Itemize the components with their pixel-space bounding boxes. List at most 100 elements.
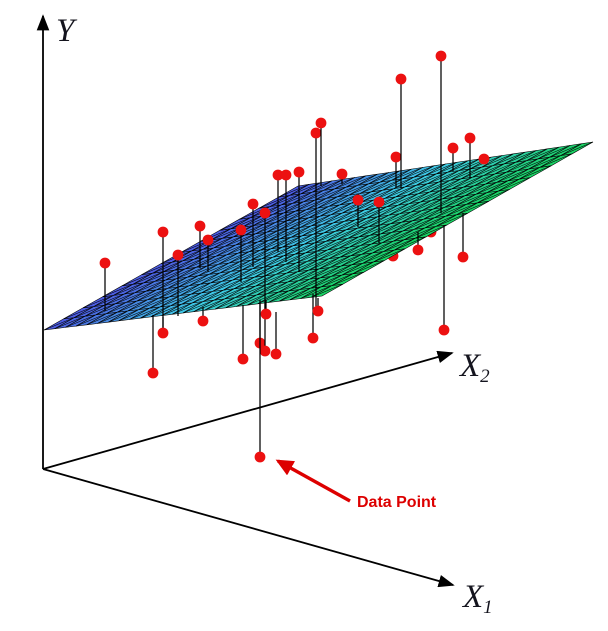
mesh-diagonal — [404, 173, 437, 188]
mesh-diagonal — [461, 165, 494, 180]
mesh-diagonal — [203, 288, 235, 302]
mesh-diagonal — [219, 217, 251, 231]
data-point-dot — [447, 142, 459, 154]
mesh-diagonal — [549, 143, 582, 158]
mesh-diagonal — [295, 198, 327, 212]
mesh-diagonal — [355, 206, 388, 221]
mesh-diagonal — [315, 186, 347, 201]
mesh-diagonal — [265, 262, 297, 277]
mesh-diagonal — [321, 273, 354, 288]
mesh-diagonal — [255, 220, 287, 234]
data-point-dot — [478, 153, 490, 165]
mesh-diagonal — [444, 193, 477, 208]
mesh-diagonal — [330, 254, 362, 268]
mesh-diagonal — [214, 295, 247, 310]
mesh-diagonal — [274, 252, 306, 266]
mesh-diagonal — [451, 175, 484, 190]
mesh-diagonal — [209, 261, 241, 275]
mesh-diagonal — [326, 185, 358, 199]
mesh-diagonal — [252, 255, 285, 269]
mesh-diagonal — [445, 202, 478, 217]
mesh-diagonal — [313, 221, 345, 235]
mesh-diagonal — [278, 184, 310, 198]
mesh-diagonal — [240, 248, 272, 262]
mesh-diagonal — [149, 295, 181, 309]
mesh-diagonal — [413, 163, 446, 178]
x1-axis-label-text: X — [461, 579, 485, 615]
data-point-annotation-text: Data Point — [357, 494, 437, 511]
mesh-diagonal — [292, 190, 324, 204]
mesh-diagonal — [498, 177, 531, 192]
data-point-dot — [147, 367, 159, 379]
mesh-diagonal — [250, 246, 283, 261]
mesh-diagonal — [108, 309, 139, 323]
mesh-diagonal — [339, 243, 372, 258]
x2-axis-label-text: X — [458, 348, 482, 384]
mesh-diagonal — [464, 182, 498, 196]
mesh-diagonal — [371, 230, 404, 245]
data-point-dot — [464, 132, 476, 144]
mesh-diagonal — [474, 171, 507, 186]
mesh-diagonal — [253, 212, 285, 226]
mesh-diagonal — [362, 249, 395, 264]
mesh-diagonal — [74, 304, 105, 318]
mesh-diagonal — [278, 278, 310, 293]
mesh-diagonal — [382, 229, 415, 243]
mesh-diagonal — [170, 292, 202, 306]
mesh-diagonal — [347, 224, 380, 239]
mesh-diagonal — [235, 284, 267, 298]
axes-layer — [36, 14, 455, 588]
mesh-diagonal — [95, 302, 127, 316]
mesh-diagonal — [161, 302, 193, 316]
mesh-diagonal — [229, 249, 261, 264]
mesh-diagonal — [360, 232, 393, 246]
mesh-diagonal — [416, 171, 449, 186]
mesh-diagonal — [132, 271, 164, 285]
mesh-diagonal — [122, 272, 153, 286]
data-point-dot — [202, 234, 214, 246]
data-point-dot — [157, 327, 169, 339]
mesh-diagonal — [189, 272, 221, 286]
y-axis-label-text: Y — [56, 13, 78, 49]
mesh-diagonal — [335, 217, 367, 232]
mesh-diagonal — [84, 303, 116, 317]
mesh-diagonal — [230, 215, 262, 229]
mesh-diagonal — [526, 146, 560, 161]
mesh-diagonal — [390, 210, 423, 224]
mesh-diagonal — [63, 306, 95, 320]
mesh-diagonal — [236, 293, 268, 307]
mesh-diagonal — [54, 315, 86, 329]
mesh-diagonal — [263, 253, 296, 268]
mesh-diagonal — [431, 186, 464, 201]
mesh-diagonal — [388, 201, 421, 216]
data-point-dot — [270, 348, 282, 360]
mesh-diagonal — [196, 254, 228, 268]
mesh-diagonal — [476, 180, 509, 195]
mesh-diagonal — [268, 227, 301, 241]
mesh-diagonal — [75, 313, 107, 327]
mesh-diagonal — [308, 256, 341, 271]
mesh-diagonal — [318, 246, 350, 261]
x1-axis — [42, 468, 455, 588]
mesh-diagonal — [380, 220, 413, 235]
mesh-diagonal — [322, 211, 354, 225]
mesh-diagonal — [106, 300, 138, 314]
mesh-diagonal — [258, 195, 290, 209]
mesh-diagonal — [218, 251, 250, 265]
mesh-diagonal — [386, 193, 419, 207]
mesh-diagonal — [429, 178, 462, 193]
mesh-diagonal — [456, 200, 489, 215]
data-point-dot — [157, 226, 169, 238]
mesh-diagonal — [341, 252, 373, 267]
mesh-diagonal — [297, 206, 330, 220]
mesh-diagonal — [351, 251, 384, 265]
mesh-diagonal — [178, 274, 210, 288]
data-point-dot — [237, 353, 249, 365]
mesh-diagonal — [560, 141, 594, 156]
mesh-diagonal — [427, 170, 460, 184]
mesh-diagonal — [320, 202, 352, 217]
mesh-diagonal — [349, 233, 382, 248]
mesh-diagonal — [180, 282, 212, 296]
regression-plane-mesh — [43, 141, 594, 331]
mesh-diagonal — [176, 265, 208, 279]
